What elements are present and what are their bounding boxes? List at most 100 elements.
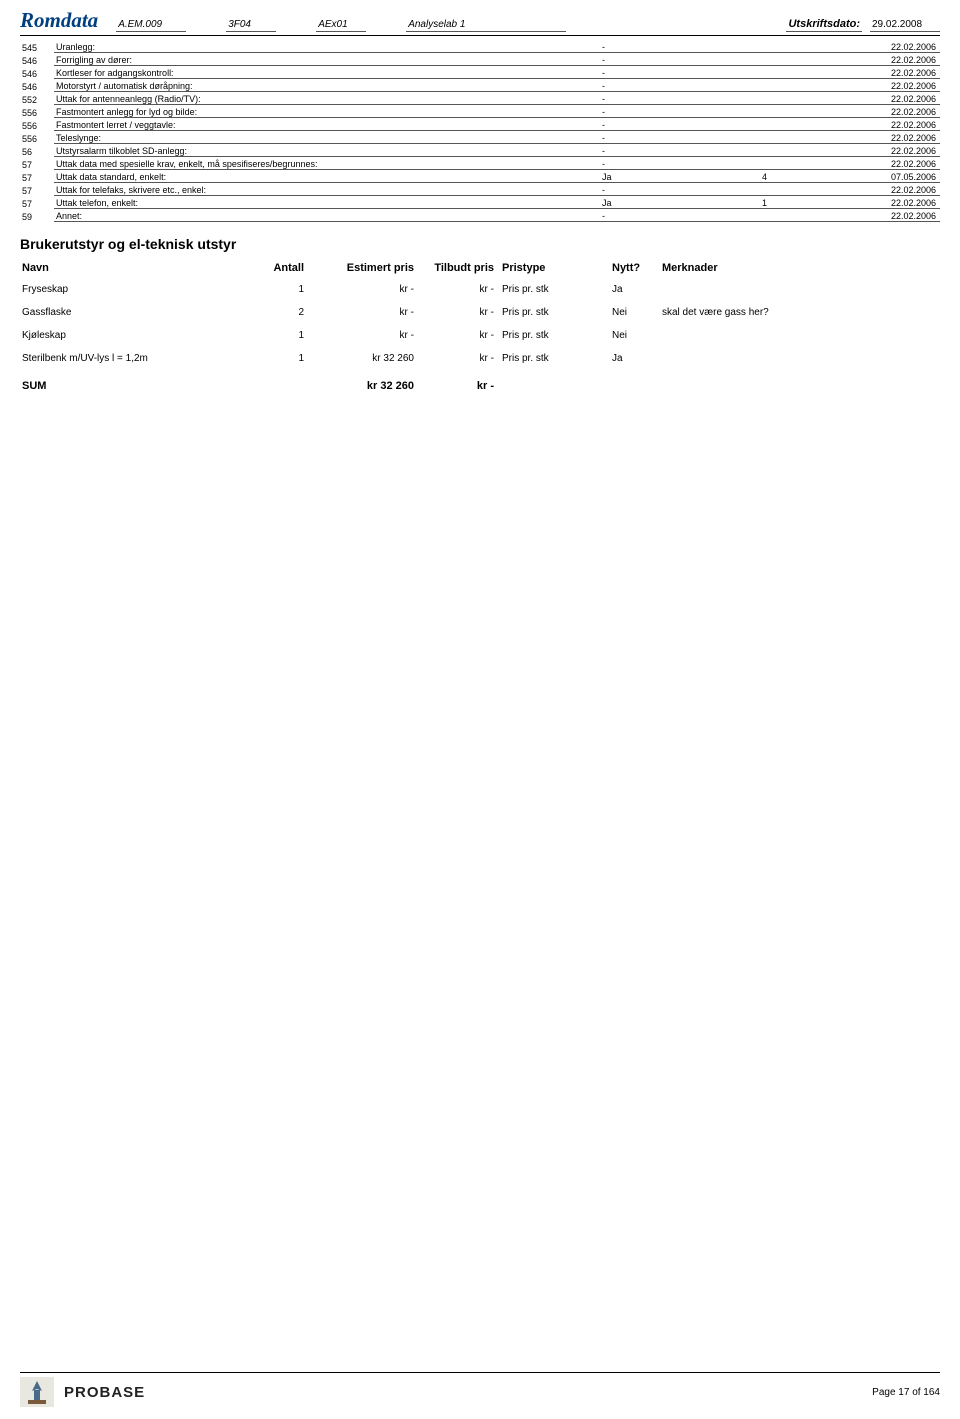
line-desc: Uttak data med spesielle krav, enkelt, m… [54,157,512,170]
line-num [712,209,862,222]
line-row: 556Fastmontert anlegg for lyd og bilde:-… [20,105,940,118]
line-num: 1 [712,196,862,209]
equip-antall: 2 [250,301,310,324]
line-val: - [512,79,712,92]
equip-est: kr - [310,301,420,324]
footer-brand: PROBASE [64,1384,145,1401]
line-val: - [512,131,712,144]
line-date: 22.02.2006 [862,92,940,105]
line-desc: Fastmontert lerret / veggtavle: [54,118,512,131]
line-desc: Motorstyrt / automatisk døråpning: [54,79,512,92]
line-code: 545 [20,40,54,53]
equip-header-row: Navn Antall Estimert pris Tilbudt pris P… [20,258,940,278]
equip-merk [660,324,940,347]
equip-row: Kjøleskap1kr -kr -Pris pr. stkNei [20,324,940,347]
line-val: - [512,105,712,118]
line-val: - [512,118,712,131]
line-code: 552 [20,92,54,105]
th-antall: Antall [250,258,310,278]
line-val: Ja [512,170,712,183]
line-date: 22.02.2006 [862,66,940,79]
equip-est: kr - [310,324,420,347]
line-row: 545Uranlegg:- 22.02.2006 [20,40,940,53]
sum-label: SUM [20,370,250,398]
equip-nytt: Nei [610,301,660,324]
equip-tp: kr - [420,278,500,301]
equip-tp: kr - [420,324,500,347]
line-num [712,92,862,105]
equip-est: kr - [310,278,420,301]
line-num [712,40,862,53]
line-num: 4 [712,170,862,183]
line-code: 57 [20,183,54,196]
line-date: 22.02.2006 [862,209,940,222]
line-row: 556Fastmontert lerret / veggtavle:-22.02… [20,118,940,131]
th-pt: Pristype [500,258,610,278]
th-merk: Merknader [660,258,940,278]
line-desc: Teleslynge: [54,131,512,144]
line-row: 57Uttak data med spesielle krav, enkelt,… [20,157,940,170]
line-date: 22.02.2006 [862,196,940,209]
line-code: 57 [20,196,54,209]
line-row: 57Uttak telefon, enkelt:Ja122.02.2006 [20,196,940,209]
line-row: 59Annet:-22.02.2006 [20,209,940,222]
line-date: 22.02.2006 [862,40,940,53]
line-date: 22.02.2006 [862,105,940,118]
equip-row: Fryseskap1kr -kr -Pris pr. stkJa [20,278,940,301]
equip-navn: Sterilbenk m/UV-lys l = 1,2m [20,347,250,370]
line-num [712,53,862,66]
line-date: 07.05.2006 [862,170,940,183]
line-code: 546 [20,53,54,66]
equip-nytt: Ja [610,347,660,370]
line-code: 56 [20,144,54,157]
sum-est: kr 32 260 [310,370,420,398]
header-code4: Analyselab 1 [406,19,566,32]
logo-icon [20,1377,54,1407]
section-title: Brukerutstyr og el-teknisk utstyr [20,236,940,252]
footer-pagenum: Page 17 of 164 [872,1387,940,1398]
equip-merk [660,278,940,301]
line-row: 546Kortleser for adgangskontroll:-22.02.… [20,66,940,79]
line-date: 22.02.2006 [862,53,940,66]
line-date: 22.02.2006 [862,79,940,92]
line-desc: Kortleser for adgangskontroll: [54,66,512,79]
print-label: Utskriftsdato: [786,18,862,32]
line-row: 56Utstyrsalarm tilkoblet SD-anlegg:-22.0… [20,144,940,157]
line-date: 22.02.2006 [862,131,940,144]
line-row: 57Uttak for telefaks, skrivere etc., enk… [20,183,940,196]
equip-row: Sterilbenk m/UV-lys l = 1,2m1kr 32 260kr… [20,347,940,370]
line-num [712,118,862,131]
equipment-table: Navn Antall Estimert pris Tilbudt pris P… [20,258,940,398]
line-num [712,79,862,92]
line-row: 57Uttak data standard, enkelt:Ja407.05.2… [20,170,940,183]
line-date: 22.02.2006 [862,118,940,131]
line-desc: Fastmontert anlegg for lyd og bilde: [54,105,512,118]
line-num [712,157,862,170]
equip-navn: Kjøleskap [20,324,250,347]
th-nytt: Nytt? [610,258,660,278]
line-row: 546Motorstyrt / automatisk døråpning:-22… [20,79,940,92]
equip-navn: Gassflaske [20,301,250,324]
header-row: Romdata A.EM.009 3F04 AEx01 Analyselab 1… [20,8,940,36]
equip-pt: Pris pr. stk [500,324,610,347]
line-val: - [512,40,712,53]
line-val: Ja [512,196,712,209]
line-val: - [512,53,712,66]
line-desc: Uranlegg: [54,40,512,53]
line-num [712,66,862,79]
line-num [712,144,862,157]
line-desc: Forrigling av dører: [54,53,512,66]
header-code1: A.EM.009 [116,19,186,32]
line-desc: Annet: [54,209,512,222]
page: Romdata A.EM.009 3F04 AEx01 Analyselab 1… [0,0,960,398]
equip-pt: Pris pr. stk [500,278,610,301]
equip-antall: 1 [250,347,310,370]
th-navn: Navn [20,258,250,278]
line-code: 546 [20,66,54,79]
equip-antall: 1 [250,324,310,347]
equip-tp: kr - [420,347,500,370]
equip-tp: kr - [420,301,500,324]
line-row: 552Uttak for antenneanlegg (Radio/TV):-2… [20,92,940,105]
page-title: Romdata [20,8,98,33]
line-row: 556Teleslynge:-22.02.2006 [20,131,940,144]
